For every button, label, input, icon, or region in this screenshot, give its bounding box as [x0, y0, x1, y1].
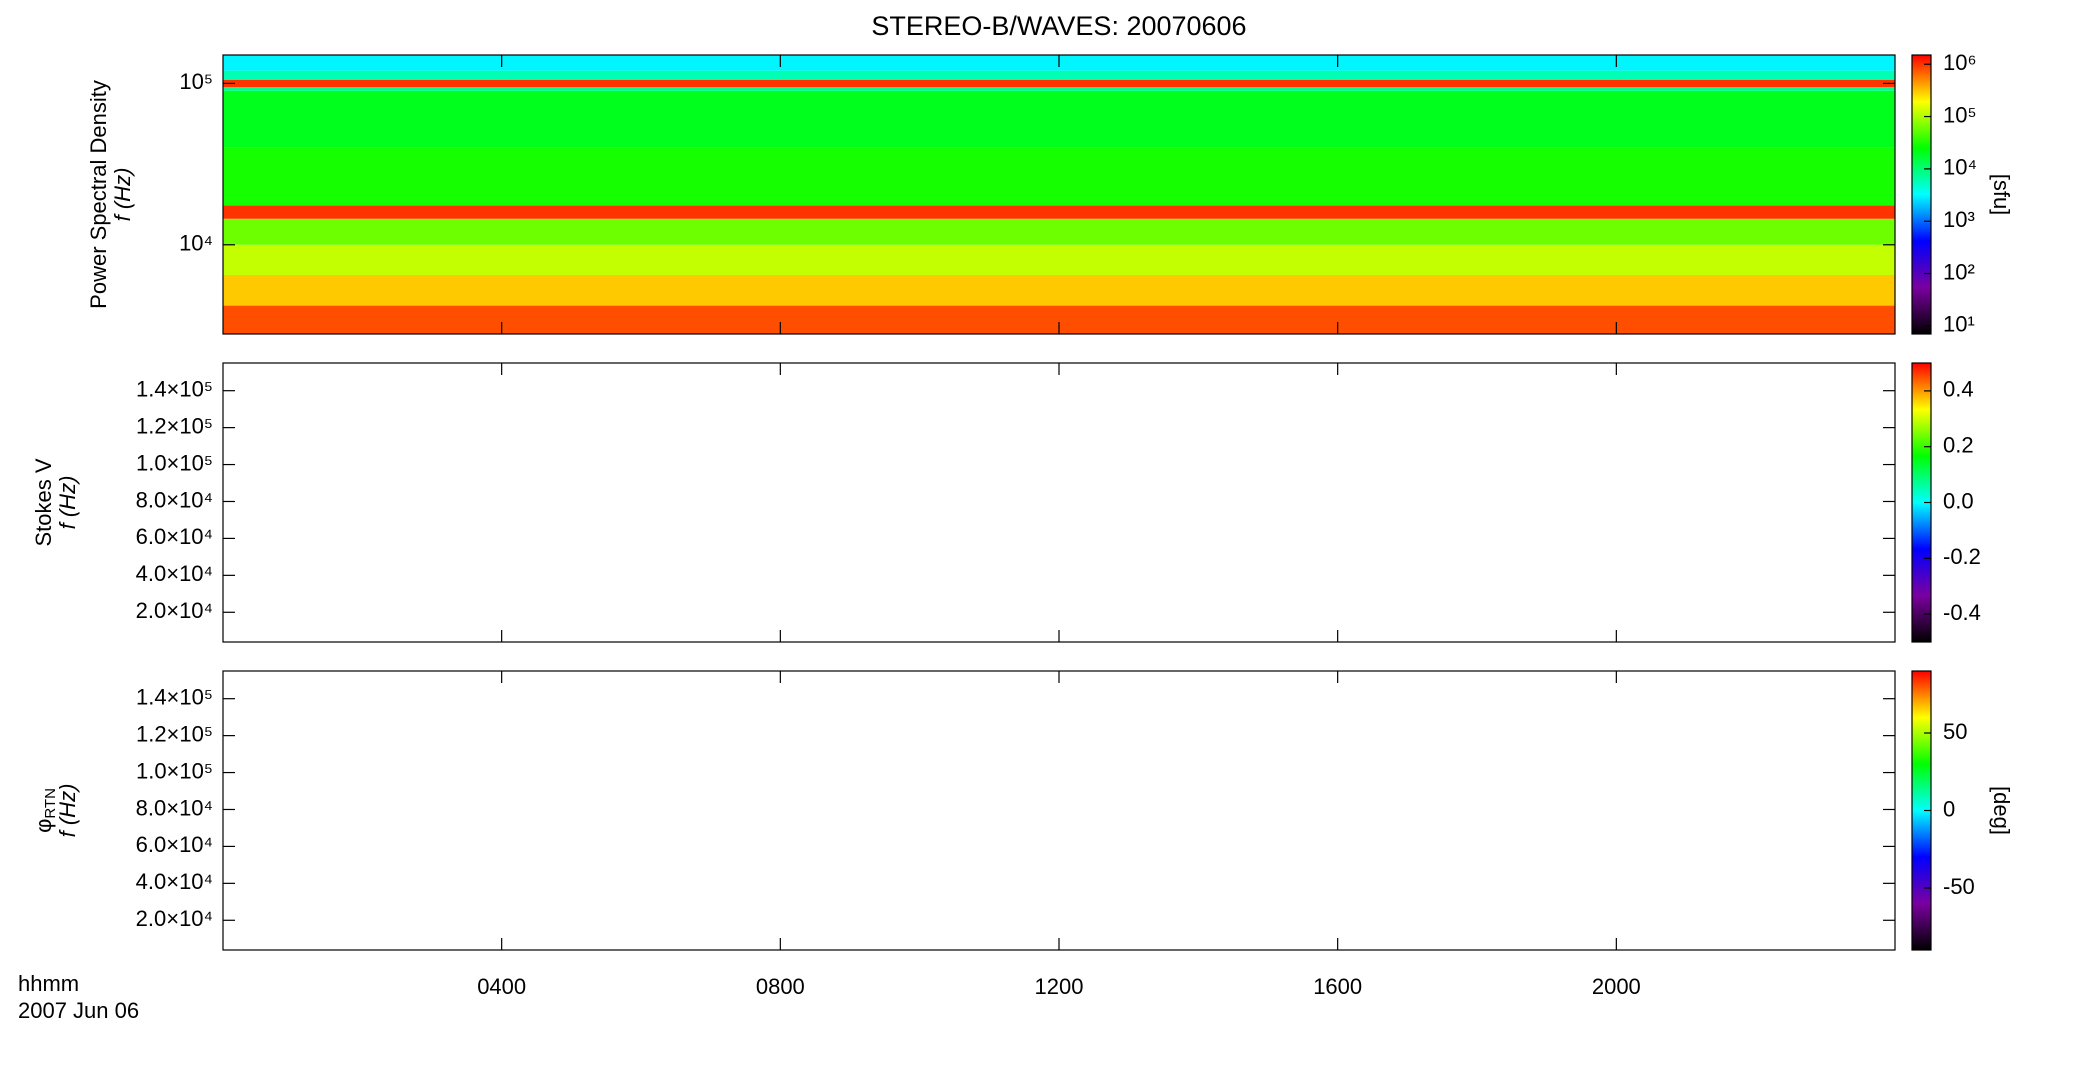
heatmap-cell	[223, 274, 1895, 306]
y-tick-label: 10⁵	[179, 69, 213, 94]
colorbar-tick-label: 0.0	[1943, 488, 1974, 513]
x-label: hhmm	[18, 971, 79, 996]
colorbar-tick-label: 0	[1943, 796, 1955, 821]
y-tick-label: 4.0×10⁴	[136, 561, 213, 586]
y-tick-label: 1.4×10⁵	[136, 377, 213, 402]
y-tick-label: 1.0×10⁵	[136, 758, 213, 783]
x-tick-label: 2000	[1592, 974, 1641, 999]
chart-title: STEREO-B/WAVES: 20070606	[871, 11, 1246, 41]
y-label: Power Spectral Density f (Hz)	[86, 80, 135, 309]
y-tick-label: 2.0×10⁴	[136, 598, 213, 623]
heatmap-cell	[223, 205, 1895, 219]
y-label-line: f (Hz)	[55, 476, 80, 530]
y-label-sub: RTN	[42, 788, 59, 819]
colorbar-tick-label: 50	[1943, 719, 1967, 744]
colorbar-tick-label: -0.4	[1943, 600, 1981, 625]
colorbar-tick-label: 10¹	[1943, 312, 1975, 337]
heatmap-cell	[223, 218, 1895, 245]
colorbar-tick-label: -0.2	[1943, 544, 1981, 569]
heatmap-cell	[223, 90, 1895, 148]
y-tick-label: 1.4×10⁵	[136, 685, 213, 710]
y-tick-label: 1.0×10⁵	[136, 450, 213, 475]
colorbar-label: [deg]	[1989, 786, 2014, 835]
y-tick-label: 4.0×10⁴	[136, 869, 213, 894]
colorbar-tick-label: 0.4	[1943, 377, 1974, 402]
colorbar-tick-label: 10⁶	[1943, 50, 1977, 75]
colorbar	[1911, 54, 1932, 335]
y-tick-label: 8.0×10⁴	[136, 795, 213, 820]
colorbar-tick-label: -50	[1943, 874, 1975, 899]
y-label-line: Power Spectral Density	[86, 80, 111, 309]
x-tick-label: 1200	[1035, 974, 1084, 999]
x-tick-label: 0400	[477, 974, 526, 999]
y-label-line: f (Hz)	[55, 784, 80, 838]
colorbar-tick-label: 0.2	[1943, 433, 1974, 458]
y-label-line: f (Hz)	[110, 168, 135, 222]
y-tick-label: 6.0×10⁴	[136, 524, 213, 549]
heatmap-cell	[223, 244, 1895, 275]
heatmap-cell	[223, 147, 1895, 206]
x-label: 2007 Jun 06	[18, 998, 139, 1023]
colorbar-tick-label: 10⁵	[1943, 102, 1977, 127]
colorbar-tick-label: 10⁴	[1943, 155, 1977, 180]
y-tick-label: 1.2×10⁵	[136, 413, 213, 438]
heatmap-cell	[223, 87, 1895, 91]
heatmap-cell	[223, 79, 1895, 88]
colorbar-label: [sfu]	[1989, 174, 2014, 216]
colorbar-tick-label: 10³	[1943, 207, 1975, 232]
y-tick-label: 10⁴	[179, 231, 213, 256]
x-tick-label: 1600	[1313, 974, 1362, 999]
colorbar-tick-label: 10²	[1943, 259, 1975, 284]
y-tick-label: 6.0×10⁴	[136, 832, 213, 857]
y-tick-label: 2.0×10⁴	[136, 906, 213, 931]
x-tick-label: 0800	[756, 974, 805, 999]
y-tick-label: 1.2×10⁵	[136, 721, 213, 746]
heatmap-cell	[223, 70, 1895, 80]
y-tick-label: 8.0×10⁴	[136, 487, 213, 512]
y-label-line: Stokes V	[31, 458, 56, 546]
